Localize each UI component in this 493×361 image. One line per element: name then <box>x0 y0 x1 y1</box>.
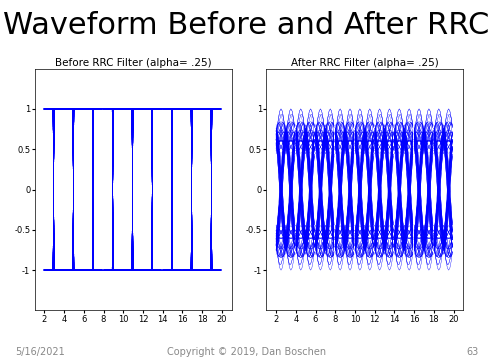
Text: Copyright © 2019, Dan Boschen: Copyright © 2019, Dan Boschen <box>167 347 326 357</box>
Title: After RRC Filter (alpha= .25): After RRC Filter (alpha= .25) <box>291 58 439 68</box>
Title: Before RRC Filter (alpha= .25): Before RRC Filter (alpha= .25) <box>55 58 211 68</box>
Text: 5/16/2021: 5/16/2021 <box>15 347 65 357</box>
Text: Waveform Before and After RRC: Waveform Before and After RRC <box>3 11 490 40</box>
Text: 63: 63 <box>466 347 478 357</box>
